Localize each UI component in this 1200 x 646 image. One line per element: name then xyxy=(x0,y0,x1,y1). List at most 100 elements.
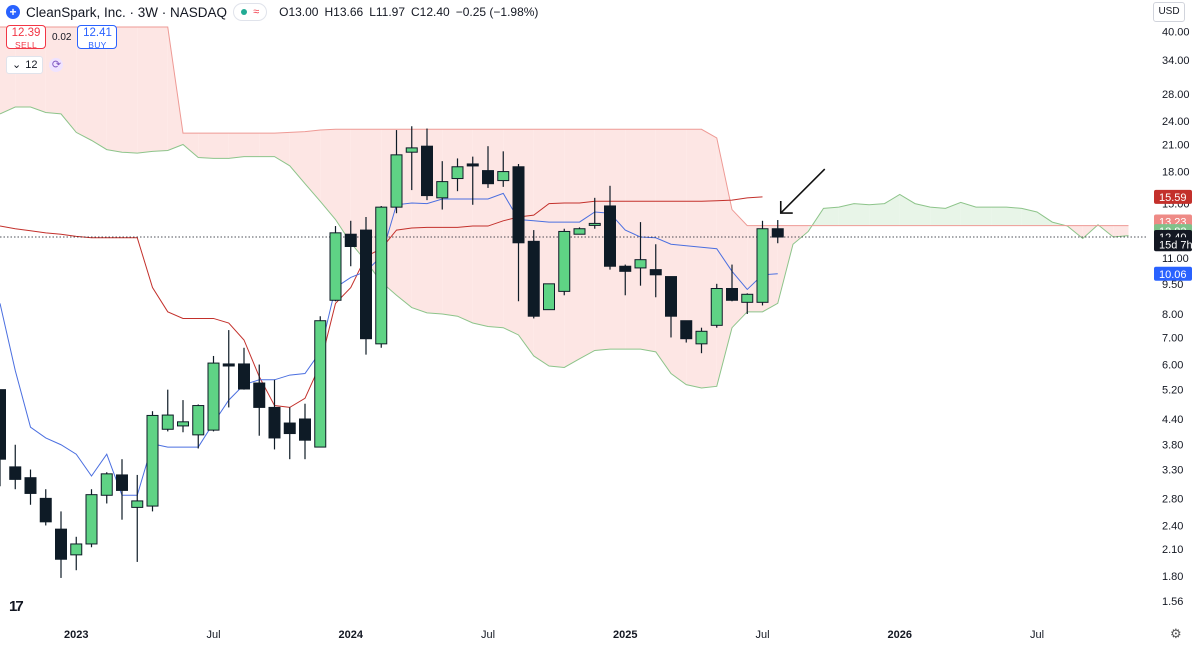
cloud-segment xyxy=(884,194,900,226)
refresh-icon[interactable]: ⟳ xyxy=(49,58,64,72)
cloud-segment xyxy=(259,133,275,157)
candle-body xyxy=(131,500,144,508)
candle-body xyxy=(680,320,693,340)
cloud-segment xyxy=(213,133,229,159)
candle xyxy=(131,474,144,562)
candle xyxy=(375,205,388,348)
candle-body xyxy=(70,543,83,556)
candle xyxy=(39,489,52,526)
cloud-segment xyxy=(930,207,946,226)
y-tick-label: 4.40 xyxy=(1162,414,1183,426)
currency-button[interactable]: USD xyxy=(1153,2,1185,22)
candle-body xyxy=(756,228,769,303)
cloud-segment xyxy=(991,207,1007,226)
y-tick-label: 3.80 xyxy=(1162,440,1183,452)
buy-button[interactable]: 12.41 BUY xyxy=(77,25,118,50)
candle-body xyxy=(771,228,784,238)
candle xyxy=(634,222,647,286)
cloud-segment xyxy=(976,207,992,226)
price-label-text: 10.06 xyxy=(1159,269,1187,281)
candle-body xyxy=(177,421,189,427)
y-tick-label: 8.00 xyxy=(1162,309,1183,321)
candle-body xyxy=(24,477,37,494)
candle xyxy=(344,220,357,267)
candle-body xyxy=(421,145,433,197)
candle xyxy=(177,400,189,433)
cloud-segment xyxy=(701,129,717,388)
candle-body xyxy=(375,206,388,345)
y-tick-label: 6.00 xyxy=(1162,360,1183,372)
price-label-bg xyxy=(1154,189,1192,204)
sell-button[interactable]: 12.39 SELL xyxy=(6,25,46,50)
cloud-segment xyxy=(442,129,458,317)
candle-body xyxy=(482,170,494,185)
candle-body xyxy=(85,494,98,545)
y-tick-label: 34.00 xyxy=(1162,55,1190,67)
y-tick-label: 2.80 xyxy=(1162,493,1183,505)
cloud-segment xyxy=(671,129,687,385)
candle xyxy=(543,283,555,311)
candle-body xyxy=(161,414,174,430)
candle-body xyxy=(9,466,22,480)
market-status-badge[interactable]: ≈ xyxy=(233,3,268,21)
candle xyxy=(390,130,403,214)
price-label-bg xyxy=(1154,266,1192,281)
candle-body xyxy=(329,232,342,301)
y-tick-label: 3.30 xyxy=(1162,465,1183,477)
plot-group xyxy=(0,26,1148,578)
candle xyxy=(680,320,693,343)
price-label: 15.59 xyxy=(1154,189,1192,204)
symbol-title[interactable]: CleanSpark, Inc. · 3W · NASDAQ xyxy=(26,4,228,20)
candle-body xyxy=(543,283,555,311)
candle xyxy=(70,536,83,571)
candle xyxy=(588,197,601,229)
annotation-arrow-head xyxy=(779,201,793,214)
cloud-segment xyxy=(854,203,870,226)
annotation-arrow-shaft xyxy=(780,168,826,214)
candle-body xyxy=(451,166,464,180)
price-label-text: 15.59 xyxy=(1159,192,1187,204)
y-tick-label: 24.00 xyxy=(1162,116,1190,128)
cloud-segment xyxy=(228,133,244,159)
candle xyxy=(329,226,342,302)
price-label-bg xyxy=(1154,237,1192,252)
candle xyxy=(619,264,632,296)
cloud-segment xyxy=(945,202,961,226)
tradingview-logo-icon[interactable]: 17 xyxy=(9,598,24,615)
candle-body xyxy=(710,288,723,326)
indicator-toggle[interactable]: ⌄ 12 xyxy=(6,56,44,74)
gear-icon[interactable]: ⚙ xyxy=(1170,626,1182,641)
y-tick-label: 11.00 xyxy=(1162,253,1189,265)
candle-body xyxy=(726,288,738,301)
cloud-segment xyxy=(793,225,809,245)
x-tick-label: 2024 xyxy=(339,629,364,641)
ohlc-open: O13.00 xyxy=(279,5,319,19)
candle xyxy=(0,389,6,487)
cloud-segment xyxy=(640,129,656,352)
candle xyxy=(466,156,479,205)
candle xyxy=(710,283,723,328)
candle xyxy=(741,293,754,315)
leading-span-a-line xyxy=(0,106,1129,389)
candle-body xyxy=(527,240,540,317)
candle xyxy=(558,228,571,296)
cloud-segment xyxy=(183,133,199,158)
x-tick-label: 2025 xyxy=(613,629,637,641)
buy-price: 12.41 xyxy=(83,27,112,39)
candle xyxy=(497,151,510,187)
cloud-segment xyxy=(305,130,321,202)
candle-body xyxy=(634,259,647,269)
cloud-segment xyxy=(732,209,748,328)
candle xyxy=(299,403,311,460)
candle xyxy=(512,163,525,302)
x-tick-label: 2023 xyxy=(64,629,88,641)
candle-body xyxy=(222,363,235,367)
cloud-segment xyxy=(472,129,488,327)
candle xyxy=(695,327,708,354)
cloud-segment xyxy=(686,129,702,388)
cloud-segment xyxy=(960,202,976,226)
candle xyxy=(573,227,586,235)
cloud-segment xyxy=(610,129,626,350)
candle xyxy=(421,128,433,201)
